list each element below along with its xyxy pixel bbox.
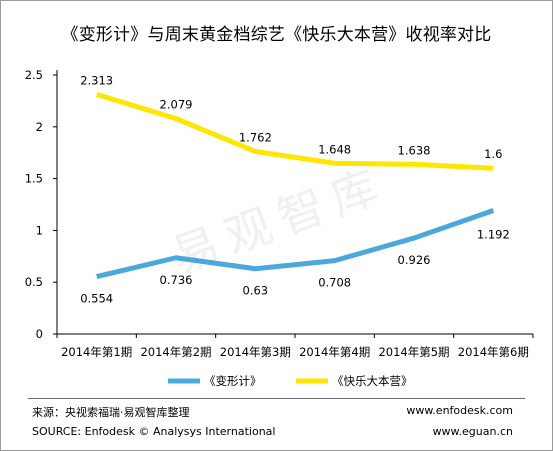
url-eguan: www.eguan.cn (432, 425, 513, 438)
data-label: 0.926 (398, 253, 431, 267)
y-tick-label: 2 (36, 120, 43, 134)
url-enfodesk: www.enfodesk.com (406, 404, 513, 417)
series-line (95, 91, 494, 171)
data-label: 1.762 (239, 130, 272, 144)
series-line (96, 208, 495, 280)
legend-label: 《变形计》 (204, 374, 262, 388)
y-tick-label: 1.5 (25, 172, 43, 186)
x-tick-label: 2014年第2期 (140, 345, 211, 359)
legend-label: 《快乐大本营》 (332, 374, 413, 388)
y-tick-label: 0 (36, 327, 43, 341)
data-label: 1.648 (318, 142, 351, 156)
data-label: 1.638 (398, 143, 431, 157)
x-tick-label: 2014年第3期 (220, 345, 291, 359)
data-label: 1.192 (477, 228, 510, 242)
y-tick-label: 2.5 (25, 68, 43, 82)
source-en: SOURCE: Enfodesk © Analysys Internationa… (32, 425, 276, 438)
y-tick-label: 0.5 (25, 275, 43, 289)
y-tick-label: 1 (36, 223, 43, 237)
chart-title: 《变形计》与周末黄金档综艺《快乐大本营》收视率对比 (61, 25, 492, 45)
data-label: 0.736 (160, 273, 193, 287)
footer-divider (28, 398, 525, 399)
x-tick-label: 2014年第4期 (299, 345, 370, 359)
data-label: 0.554 (80, 292, 113, 306)
source-cn: 来源：央视索福瑞·易观智库整理 (32, 406, 190, 419)
x-tick-label: 2014年第6期 (458, 345, 529, 359)
data-label: 1.6 (484, 147, 502, 161)
data-label: 2.079 (160, 98, 193, 112)
x-tick-label: 2014年第5期 (378, 345, 449, 359)
data-label: 0.63 (243, 284, 269, 298)
data-label: 0.708 (318, 276, 351, 290)
x-tick-label: 2014年第1期 (61, 345, 132, 359)
data-label: 2.313 (80, 73, 113, 87)
